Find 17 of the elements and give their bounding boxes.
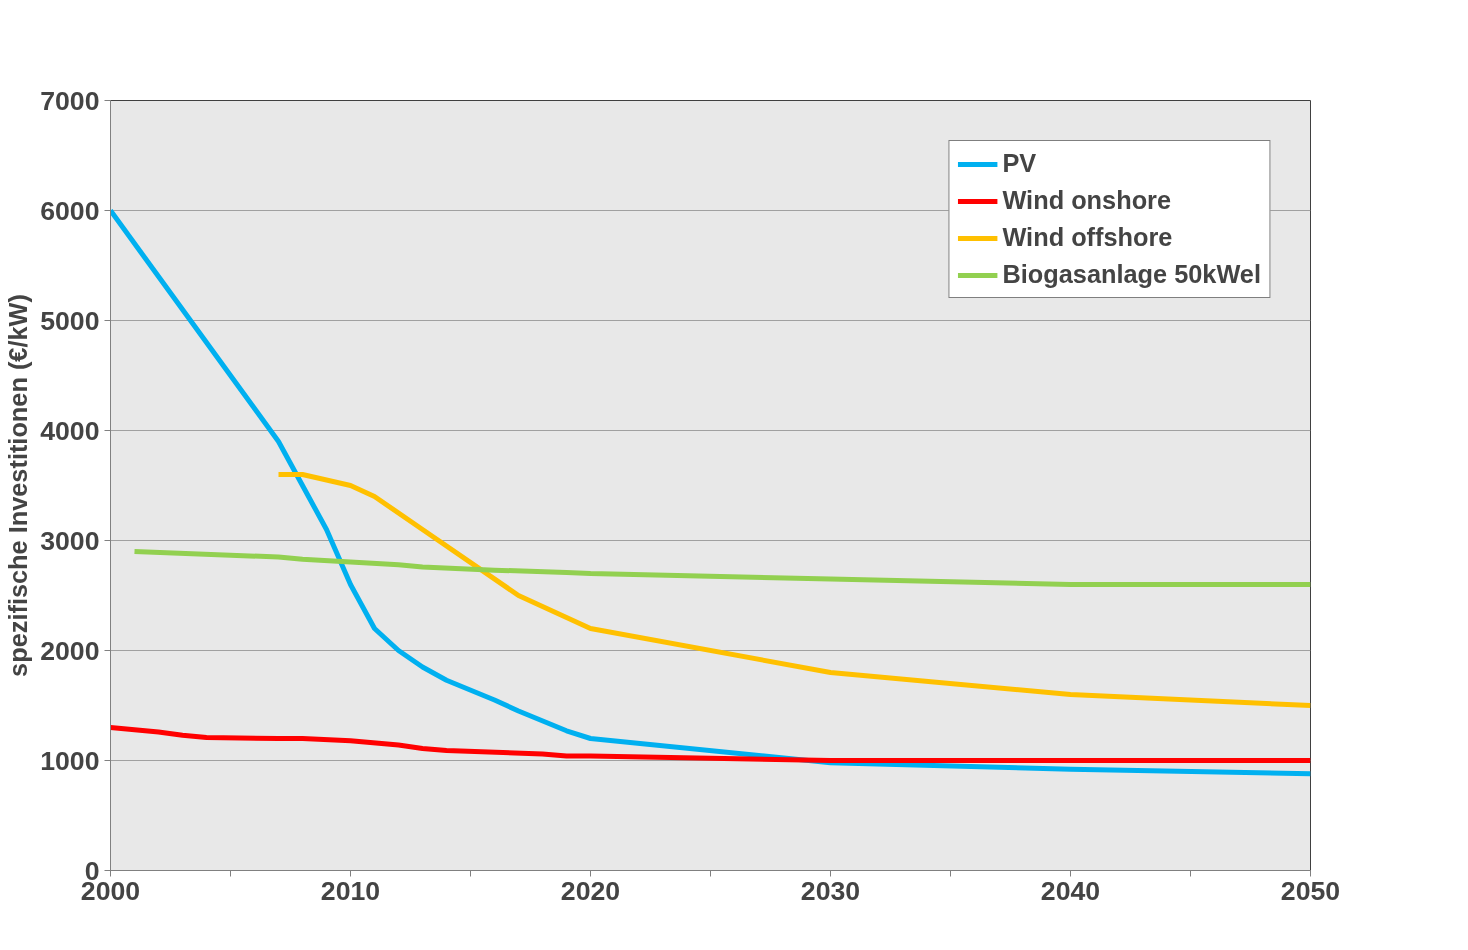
legend-label: Wind onshore bbox=[1002, 186, 1172, 215]
legend-label: PV bbox=[1002, 149, 1037, 178]
x-tick-label: 2050 bbox=[1280, 875, 1341, 906]
y-tick-label: 1000 bbox=[40, 745, 100, 776]
x-tick-label: 2030 bbox=[800, 875, 861, 906]
x-tick-label: 2040 bbox=[1040, 875, 1101, 906]
y-tick-label: 4000 bbox=[40, 415, 100, 446]
y-tick-label: 2000 bbox=[40, 635, 100, 666]
y-tick-label: 5000 bbox=[40, 305, 100, 336]
x-tick-label: 2010 bbox=[320, 875, 381, 906]
y-tick-label: 6000 bbox=[40, 195, 100, 226]
y-tick-label: 7000 bbox=[40, 85, 100, 116]
y-axis-title: spezifische Investitionen (€/kW) bbox=[4, 294, 33, 677]
legend-label: Wind offshore bbox=[1002, 223, 1173, 252]
y-tick-label: 3000 bbox=[40, 525, 100, 556]
legend-label: Biogasanlage 50kWel bbox=[1002, 260, 1261, 289]
x-tick-label: 2020 bbox=[560, 875, 621, 906]
